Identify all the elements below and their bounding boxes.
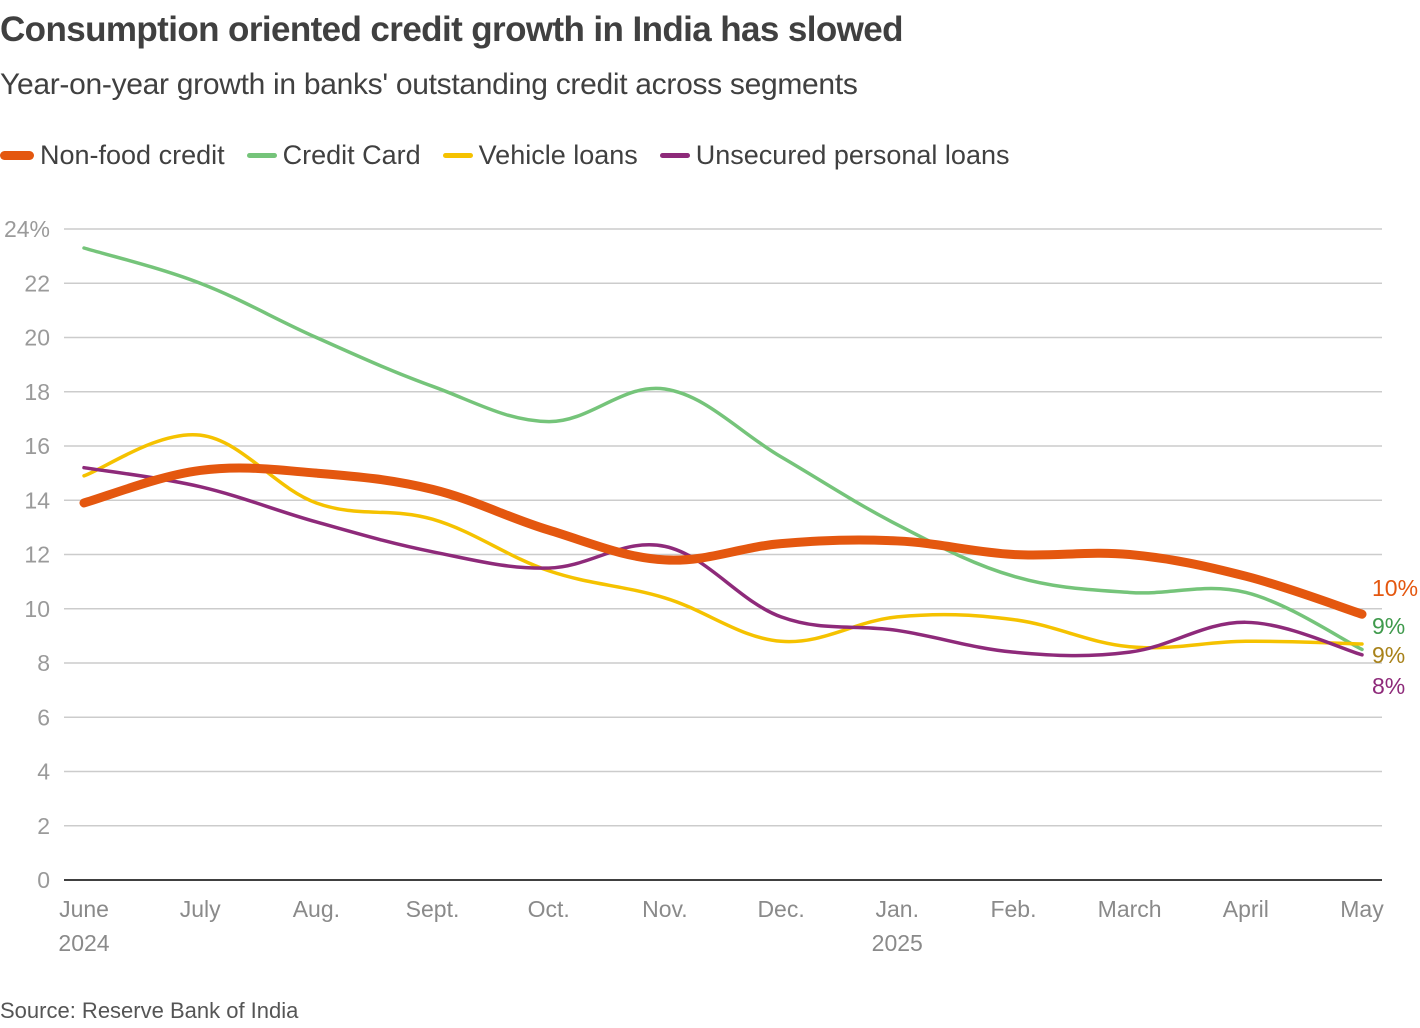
legend-label-vehicle-loans: Vehicle loans (478, 140, 638, 170)
series-line-credit-card (82, 246, 1364, 652)
x-tick-label: Oct. (528, 896, 570, 922)
y-tick-label: 14 (24, 487, 50, 513)
x-tick-label: Aug. (293, 896, 340, 922)
source-note: Source: Reserve Bank of India (0, 998, 299, 1023)
x-tick-label: Dec. (757, 896, 804, 922)
x-tick-label: April (1223, 896, 1269, 922)
y-axis-ticks: 0 2 4 6 8 10 12 14 16 18 20 22 24% (4, 216, 50, 893)
y-tick-label: 24% (4, 216, 50, 242)
legend-swatch-non-food-credit (0, 151, 34, 160)
x-tick-label: Nov. (642, 896, 688, 922)
x-tick-label: July (180, 896, 221, 922)
y-tick-label: 18 (24, 379, 50, 405)
series-line-unsecured-personal-loans (82, 465, 1364, 658)
chart-title: Consumption oriented credit growth in In… (0, 10, 904, 49)
legend-item-non-food-credit: Non-food credit (0, 140, 225, 171)
legend-label-non-food-credit: Non-food credit (40, 140, 225, 170)
x-axis-ticks: June July Aug. Sept. Oct. Nov. Dec. Jan. Feb. Mar… (58, 896, 1384, 956)
y-tick-label: 12 (24, 542, 50, 568)
x-year-label: 2025 (872, 930, 923, 956)
chart-subtitle: Year-on-year growth in banks' outstandin… (0, 68, 858, 101)
y-tick-label: 6 (37, 704, 50, 730)
x-tick-label: Jan. (876, 896, 919, 922)
x-tick-label: Sept. (406, 896, 460, 922)
y-tick-label: 0 (37, 867, 50, 893)
y-tick-label: 10 (24, 596, 50, 622)
x-tick-label: May (1340, 896, 1384, 922)
y-tick-label: 2 (37, 813, 50, 839)
series-line-vehicle-loans (82, 433, 1364, 650)
x-year-label: 2024 (58, 930, 109, 956)
legend-label-unsecured-personal-loans: Unsecured personal loans (695, 140, 1010, 170)
legend-item-credit-card: Credit Card (246, 140, 421, 171)
end-label-non-food-credit: 10% (1372, 575, 1418, 601)
y-tick-label: 16 (24, 433, 50, 459)
y-tick-label: 8 (37, 650, 50, 676)
end-label-unsecured-personal-loans: 8% (1372, 673, 1405, 699)
end-label-vehicle-loans: 9% (1372, 642, 1405, 668)
end-labels: 10% 9% 9% 8% (1372, 575, 1418, 699)
legend: Non-food credit Credit Card Vehicle loan… (0, 140, 1031, 171)
x-tick-label: June (59, 896, 109, 922)
y-tick-label: 22 (24, 270, 50, 296)
x-tick-label: Feb. (990, 896, 1036, 922)
legend-swatch-credit-card (246, 153, 277, 158)
gridlines (64, 228, 1382, 827)
y-tick-label: 4 (37, 759, 50, 785)
end-label-credit-card: 9% (1372, 613, 1405, 639)
y-tick-label: 20 (24, 325, 50, 351)
legend-item-unsecured-personal-loans: Unsecured personal loans (659, 140, 1010, 171)
legend-swatch-vehicle-loans (442, 153, 473, 158)
legend-swatch-unsecured-personal-loans (659, 153, 690, 158)
x-tick-label: March (1098, 896, 1162, 922)
series-line-non-food-credit (79, 463, 1367, 619)
series-lines (79, 246, 1367, 658)
legend-item-vehicle-loans: Vehicle loans (442, 140, 638, 171)
legend-label-credit-card: Credit Card (282, 140, 421, 170)
